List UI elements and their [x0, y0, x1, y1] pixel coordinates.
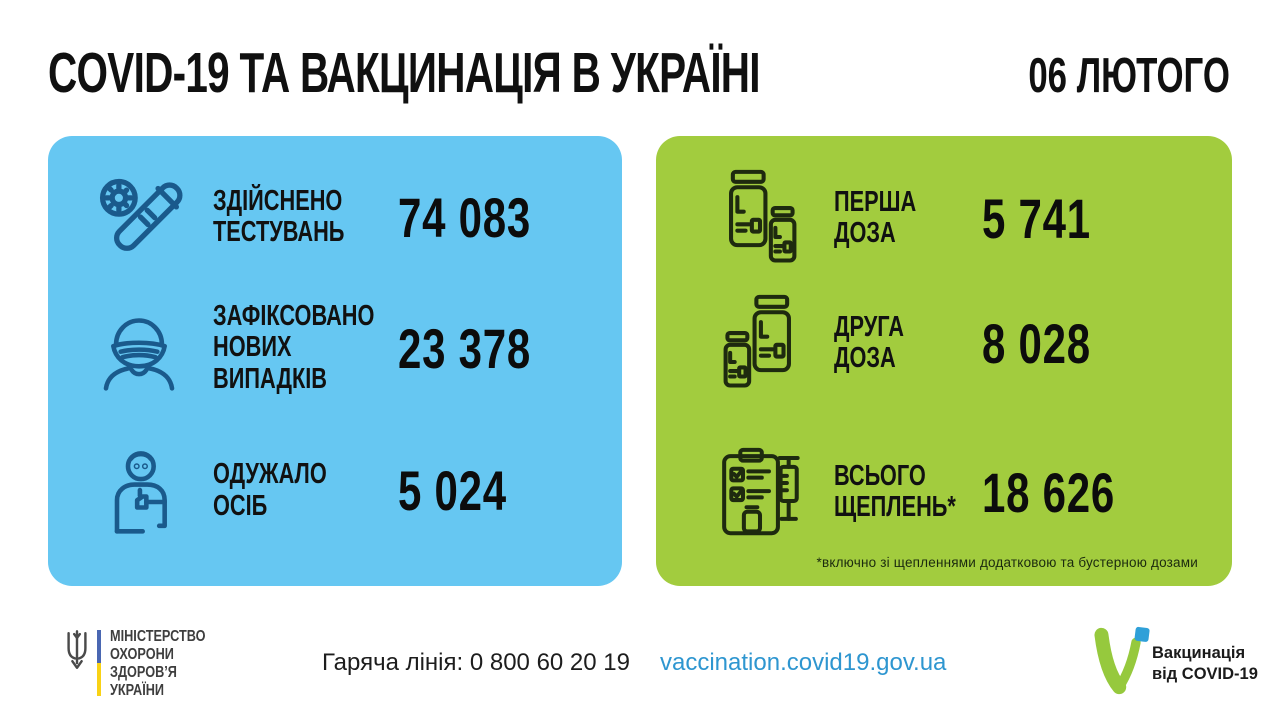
flag-bar-blue	[97, 630, 101, 663]
covid-stats-rows: ЗДІЙСНЕНО ТЕСТУВАНЬ 74 083 ЗАФІКСОВАНО	[48, 136, 622, 586]
vaccine-vials-icon	[714, 292, 806, 394]
stat-row-recovered: ОДУЖАЛО ОСІБ 5 024	[93, 418, 622, 563]
vaccination-footnote: *включно зі щепленнями додатковою та бус…	[816, 555, 1198, 570]
stat-label-text: ЗДІЙСНЕНО ТЕСТУВАНЬ	[213, 184, 345, 248]
stat-label-text: ВСЬОГО ЩЕПЛЕНЬ*	[834, 459, 956, 523]
masked-person-icon	[93, 302, 185, 394]
covid-stats-card: ЗДІЙСНЕНО ТЕСТУВАНЬ 74 083 ЗАФІКСОВАНО	[48, 136, 622, 586]
vaccine-vials-icon	[714, 167, 806, 269]
stat-row-total-vaccinations: ВСЬОГО ЩЕПЛЕНЬ* 18 626	[714, 422, 1232, 562]
page-title: COVID-19 ТА ВАКЦИНАЦІЯ В УКРАЇНІ	[48, 40, 1051, 106]
stat-label-text: ДРУГА ДОЗА	[834, 310, 904, 374]
flag-bar	[97, 630, 101, 696]
page-title-text: COVID-19 ТА ВАКЦИНАЦІЯ В УКРАЇНІ	[48, 41, 761, 105]
stat-label: ДРУГА ДОЗА	[834, 310, 982, 374]
hotline-label: Гаряча лінія: 0 800 60 20 19	[322, 649, 630, 676]
ministry-name: МІНІСТЕРСТВО ОХОРОНИ ЗДОРОВ’Я УКРАЇНИ	[110, 628, 226, 700]
vaccination-stats-card: ПЕРША ДОЗА 5 741	[656, 136, 1232, 586]
stat-value: 74 083	[398, 185, 575, 250]
stat-row-first-dose: ПЕРША ДОЗА 5 741	[714, 158, 1232, 278]
virus-test-icon	[93, 174, 185, 260]
stat-label-text: ЗАФІКСОВАНО НОВИХ ВИПАДКІВ	[213, 300, 375, 395]
stat-value-text: 74 083	[398, 185, 531, 249]
stat-row-second-dose: ДРУГА ДОЗА 8 028	[714, 278, 1232, 408]
recovered-person-icon	[93, 445, 185, 537]
stat-value-text: 23 378	[398, 316, 531, 380]
stat-value-text: 5 741	[982, 186, 1091, 250]
report-date-text: 06 ЛЮТОГО	[1028, 49, 1230, 103]
stat-value: 23 378	[398, 316, 575, 381]
stat-value: 5 741	[982, 186, 1127, 251]
stat-value-text: 5 024	[398, 459, 507, 522]
stat-label: ВСЬОГО ЩЕПЛЕНЬ*	[834, 459, 982, 523]
stat-value-text: 8 028	[982, 311, 1091, 375]
ministry-name-text: МІНІСТЕРСТВО ОХОРОНИ ЗДОРОВ’Я УКРАЇНИ	[110, 628, 206, 699]
report-date: 06 ЛЮТОГО	[946, 48, 1230, 104]
vaccination-site-link[interactable]: vaccination.covid19.gov.ua	[660, 649, 947, 676]
ministry-trident-icon	[63, 629, 91, 671]
vaccination-logo-label: Вакцинація від COVID-19	[1152, 644, 1258, 684]
stat-label: ПЕРША ДОЗА	[834, 185, 982, 249]
stat-label: ЗАФІКСОВАНО НОВИХ ВИПАДКІВ	[213, 301, 398, 394]
vaccination-v-logo-icon	[1094, 624, 1150, 698]
stat-value-text: 18 626	[982, 460, 1115, 524]
vaccination-report-icon	[714, 443, 806, 541]
stat-label: ЗДІЙСНЕНО ТЕСТУВАНЬ	[213, 184, 398, 248]
stat-row-tests: ЗДІЙСНЕНО ТЕСТУВАНЬ 74 083	[93, 156, 622, 278]
flag-bar-yellow	[97, 663, 101, 696]
stat-row-new-cases: ЗАФІКСОВАНО НОВИХ ВИПАДКІВ 23 378	[93, 278, 622, 418]
stat-value: 5 024	[398, 458, 543, 523]
stat-label-text: ПЕРША ДОЗА	[834, 185, 917, 249]
stat-label-text: ОДУЖАЛО ОСІБ	[213, 458, 327, 522]
stat-value: 8 028	[982, 311, 1127, 376]
stat-value: 18 626	[982, 460, 1159, 525]
stat-label: ОДУЖАЛО ОСІБ	[213, 459, 398, 521]
vaccination-stats-rows: ПЕРША ДОЗА 5 741	[656, 136, 1232, 586]
